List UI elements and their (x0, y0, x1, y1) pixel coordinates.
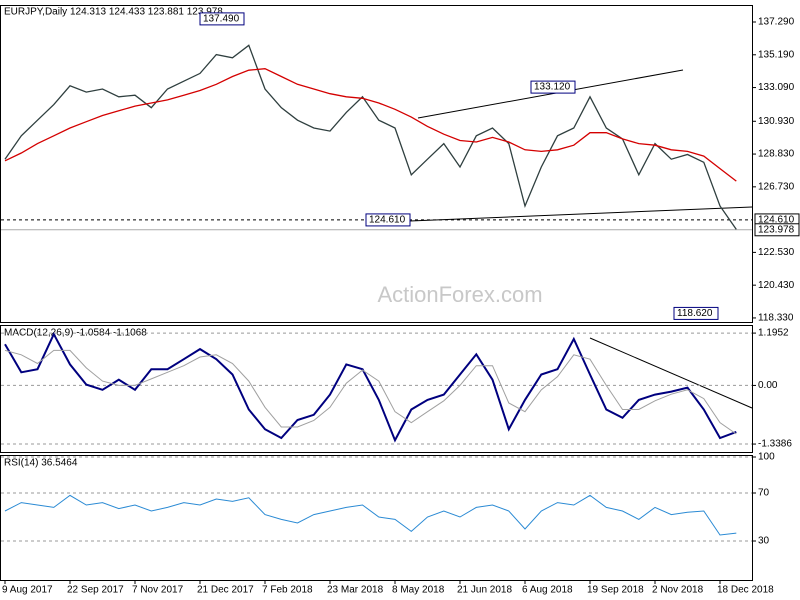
y-tick-label: -1.3386 (758, 439, 792, 450)
x-tick-label: 18 Dec 2018 (717, 585, 774, 596)
macd-panel (0, 325, 753, 453)
series-line (4, 349, 737, 435)
x-tick-label: 6 Aug 2018 (522, 585, 573, 596)
x-tick-label: 2 Nov 2018 (652, 585, 704, 596)
y-tick-label: 1.1952 (758, 328, 789, 339)
rsi-panel (0, 455, 753, 581)
y-tick-label: 130.930 (758, 116, 795, 127)
y-tick-label: 137.290 (758, 17, 795, 28)
y-tick-label: 135.190 (758, 49, 795, 60)
annotation-box (530, 80, 576, 94)
annotation-label: 118.620 (677, 308, 713, 319)
annotation-label: 137.490 (203, 14, 240, 25)
annotation-box (199, 12, 245, 26)
y-tick-label: 70 (758, 488, 770, 499)
annotation-box (365, 213, 411, 227)
series-line (4, 68, 737, 182)
annotation-box (673, 306, 719, 320)
series-line (4, 494, 737, 536)
y-tick-label: 118.330 (758, 313, 794, 324)
last-label: 123.978 (758, 224, 795, 235)
last-box (754, 223, 800, 237)
x-tick-label: 7 Nov 2017 (132, 585, 184, 596)
level-label: 124.610 (758, 215, 795, 226)
y-tick-label: 126.730 (758, 181, 795, 192)
series-line (4, 331, 737, 443)
series-line (4, 44, 737, 230)
annotation-label: 124.610 (369, 215, 406, 226)
x-tick-label: 9 Aug 2017 (2, 585, 53, 596)
x-tick-label: 22 Sep 2017 (67, 585, 124, 596)
panel-frames (0, 5, 753, 581)
x-tick-label: 21 Jun 2018 (457, 585, 512, 596)
x-tick-label: 7 Feb 2018 (262, 585, 313, 596)
trendline (409, 206, 753, 222)
trendline (589, 337, 753, 409)
watermark: ActionForex.com (377, 282, 542, 307)
x-tick-label: 21 Dec 2017 (197, 585, 254, 596)
y-tick-label: 100 (758, 452, 775, 463)
trendline (417, 69, 684, 119)
annotation-label: 133.120 (534, 82, 571, 93)
price-panel (0, 5, 753, 323)
y-tick-label: 120.430 (758, 280, 795, 291)
price-title: EURJPY,Daily 124.313 124.433 123.881 123… (4, 7, 223, 18)
x-tick-label: 19 Sep 2018 (587, 585, 644, 596)
x-tick-label: 23 Mar 2018 (327, 585, 384, 596)
rsi-title: RSI(14) 36.5464 (4, 458, 78, 469)
y-tick-label: 30 (758, 536, 770, 547)
y-tick-label: 122.530 (758, 247, 795, 258)
y-tick-label: 133.090 (758, 82, 795, 93)
x-tick-label: 8 May 2018 (392, 585, 445, 596)
y-tick-label: 128.830 (758, 149, 795, 160)
y-tick-label: 0.00 (758, 380, 778, 391)
